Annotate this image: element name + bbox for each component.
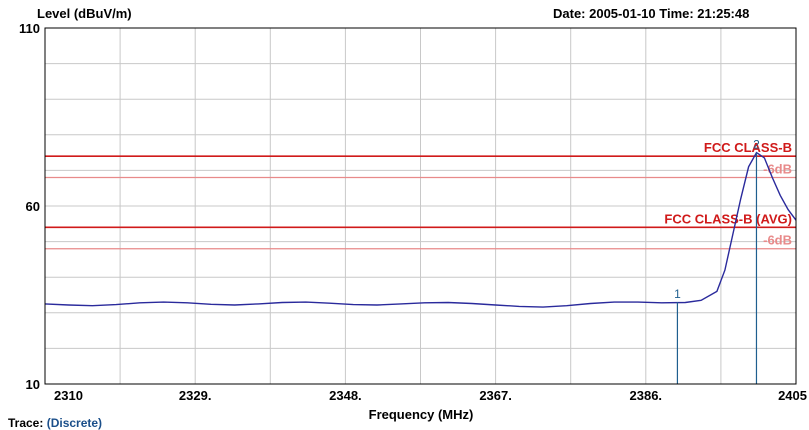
y-tick-label: 60 <box>26 199 40 214</box>
markers: 12 <box>674 138 760 384</box>
y-tick-label: 10 <box>26 377 40 392</box>
limit-label: FCC CLASS-B (AVG) <box>664 211 792 226</box>
grid <box>45 28 796 384</box>
trace-value: (Discrete) <box>46 416 103 430</box>
limit-label: -6dB <box>763 233 792 248</box>
trace-label: Trace: <box>8 416 44 430</box>
y-tick-labels: 110 60 10 <box>19 21 40 392</box>
x-axis-title: Frequency (MHz) <box>369 407 474 422</box>
y-axis-title: Level (dBuV/m) <box>37 6 132 21</box>
y-tick-label: 110 <box>19 21 40 36</box>
x-tick-labels: 2310 2329. 2348. 2367. 2386. 2405 <box>54 388 807 403</box>
time-label: Time: 21:25:48 <box>659 6 750 21</box>
trace-info: Trace: (Discrete) <box>8 416 102 430</box>
date-label: Date: 2005-01-10 <box>553 6 656 21</box>
x-tick-label: 2310 <box>54 388 83 403</box>
limit-label: FCC CLASS-B <box>704 140 792 155</box>
timestamp: Date: 2005-01-10 Time: 21:25:48 <box>553 6 749 21</box>
x-tick-label: 2405 <box>778 388 807 403</box>
trace-line <box>44 151 797 308</box>
x-tick-label: 2348. <box>329 388 362 403</box>
plot-frame <box>44 27 797 385</box>
marker-label: 1 <box>674 287 681 301</box>
x-tick-label: 2386. <box>630 388 663 403</box>
marker-label: 2 <box>753 138 760 152</box>
x-tick-label: 2367. <box>479 388 512 403</box>
x-tick-label: 2329. <box>179 388 212 403</box>
